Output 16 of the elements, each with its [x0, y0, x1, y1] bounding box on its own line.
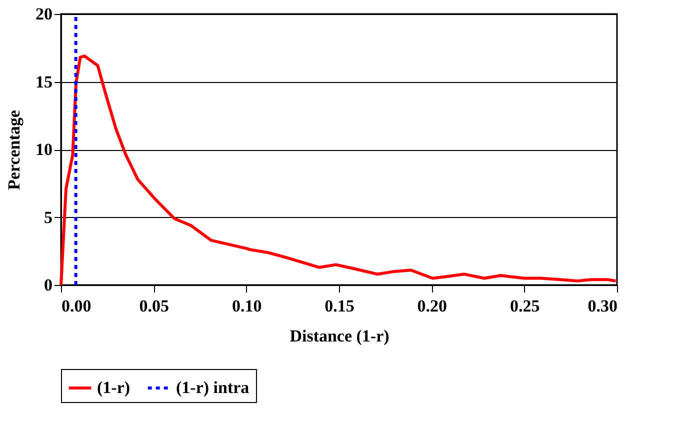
x-tick-label: 0.20: [417, 296, 448, 316]
y-tick-label: 5: [44, 208, 52, 227]
y-tick-label: 20: [36, 4, 52, 24]
x-tick-label: 0.25: [510, 296, 540, 316]
x-tick-label: 0.10: [232, 296, 262, 316]
y-tick-label: 0: [44, 276, 52, 294]
y-tick-label: 10: [36, 140, 52, 159]
y-tick-label: 15: [36, 72, 52, 92]
x-tick-label: 0.00: [62, 296, 92, 316]
x-axis-title: Distance (1-r): [290, 326, 390, 346]
legend-label: (1-r): [97, 378, 130, 397]
x-tick-label: 0.30: [588, 296, 618, 316]
x-tick-label: 0.15: [324, 296, 354, 316]
legend-label: (1-r) intra: [176, 378, 250, 397]
x-tick-label: 0.05: [139, 296, 170, 316]
y-axis-title: Percentage: [4, 110, 24, 190]
